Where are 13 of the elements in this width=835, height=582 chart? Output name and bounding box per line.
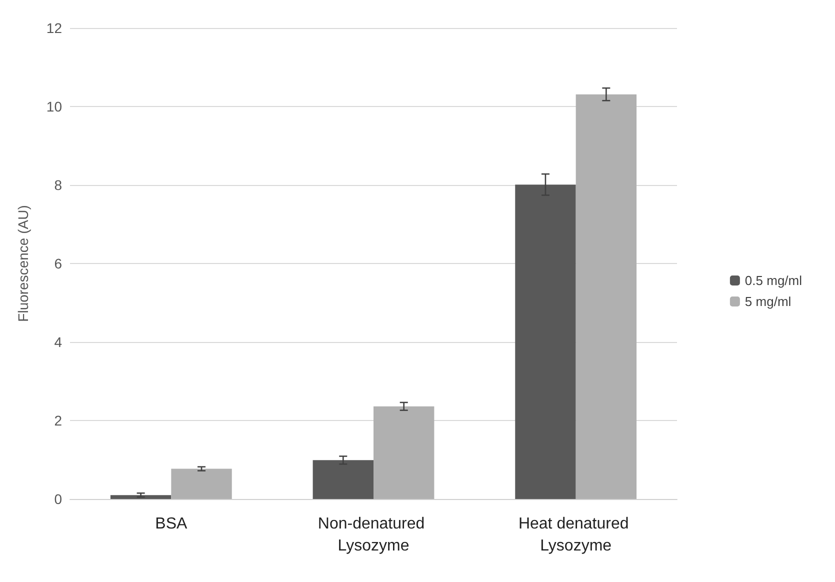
legend-label: 5 mg/ml: [744, 294, 792, 309]
y-tick-label: 0: [54, 491, 62, 507]
x-tick-label: BSA: [155, 516, 188, 532]
y-tick-label: 6: [54, 256, 62, 272]
x-tick-label: Non-denatured Lysozyme: [318, 516, 430, 554]
y-tick-label: 2: [54, 412, 62, 428]
x-tick-label: Heat denatured Lysozyme: [518, 516, 634, 554]
y-tick-label: 12: [46, 20, 62, 36]
y-axis-title: Fluorescence (AU): [15, 205, 31, 322]
y-tick-label: 4: [54, 334, 62, 350]
legend-label: 0.5 mg/ml: [744, 273, 802, 288]
y-tick-label: 10: [46, 98, 62, 114]
y-tick-label: 8: [54, 177, 62, 193]
